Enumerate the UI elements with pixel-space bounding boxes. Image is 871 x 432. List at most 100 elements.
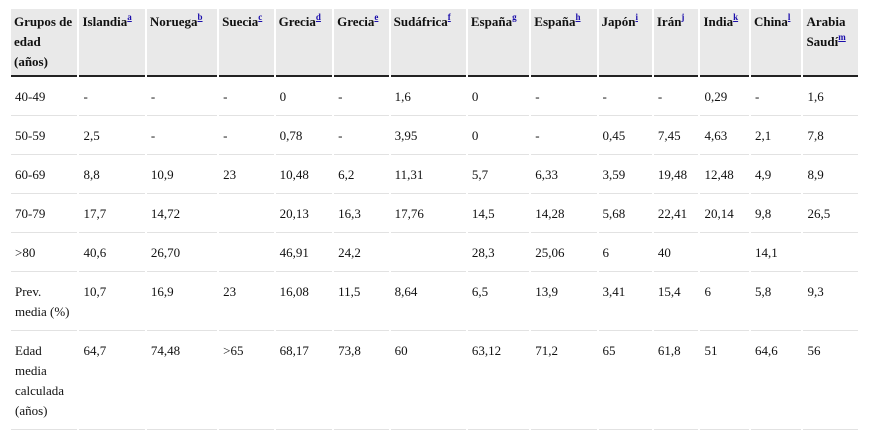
table-cell: 0,29 <box>700 79 749 116</box>
table-cell: 13,9 <box>531 274 597 331</box>
table-cell: 4,9 <box>750 157 802 194</box>
table-cell: 4,63 <box>700 118 749 155</box>
footnote-link-h[interactable]: h <box>575 12 581 22</box>
table-cell: 2,1 <box>750 118 802 155</box>
table-cell: 5,8 <box>750 274 802 331</box>
table-cell: 64,6 <box>750 333 802 430</box>
table-cell: 71,2 <box>531 333 597 430</box>
header-iceland: Islandiaa <box>79 9 145 77</box>
table-cell: 74,48 <box>146 333 218 430</box>
footnote-link-c[interactable]: c <box>258 12 263 22</box>
table-cell: 8,8 <box>79 157 145 194</box>
row-label: Prev. media (%) <box>11 274 78 331</box>
table-cell: - <box>79 79 145 116</box>
table-row: 40-49 - - - 0 - 1,6 0 - - - 0,29 - 1,6 <box>11 79 858 116</box>
table-cell: 60 <box>390 333 466 430</box>
table-cell: - <box>598 79 652 116</box>
header-saudi-arabia: Arabia Saudím <box>803 9 858 77</box>
header-iran: Iránj <box>653 9 699 77</box>
table-cell: 0 <box>467 118 530 155</box>
row-label: Edad media calculada (años) <box>11 333 78 430</box>
table-cell: 6,5 <box>467 274 530 331</box>
table-cell <box>219 196 274 233</box>
table-cell: 11,5 <box>334 274 389 331</box>
table-cell: 12,48 <box>700 157 749 194</box>
header-spain-g: Españag <box>467 9 530 77</box>
footnote-link-f[interactable]: f <box>447 12 451 22</box>
table-cell: - <box>531 118 597 155</box>
table-cell: 14,28 <box>531 196 597 233</box>
header-norway: Noruegab <box>146 9 218 77</box>
table-cell <box>700 235 749 272</box>
table-cell: - <box>219 79 274 116</box>
footnote-link-g[interactable]: g <box>512 12 517 22</box>
header-greece-e: Greciae <box>334 9 389 77</box>
table-cell: - <box>334 79 389 116</box>
row-label: 60-69 <box>11 157 78 194</box>
table-cell: >65 <box>219 333 274 430</box>
table-cell: 65 <box>598 333 652 430</box>
table-cell: 10,7 <box>79 274 145 331</box>
table-cell: 9,3 <box>803 274 858 331</box>
header-greece-d: Greciad <box>275 9 333 77</box>
prevalence-table: Grupos de edad (años) Islandiaa Noruegab… <box>9 7 860 432</box>
table-cell: 17,7 <box>79 196 145 233</box>
table-cell: 20,14 <box>700 196 749 233</box>
table-cell: - <box>531 79 597 116</box>
table-cell: 2,5 <box>79 118 145 155</box>
table-cell: 3,95 <box>390 118 466 155</box>
table-row: 50-59 2,5 - - 0,78 - 3,95 0 - 0,45 7,45 … <box>11 118 858 155</box>
table-cell: 51 <box>700 333 749 430</box>
footnote-link-l[interactable]: l <box>787 12 791 22</box>
row-label: >80 <box>11 235 78 272</box>
row-label: 40-49 <box>11 79 78 116</box>
header-age-group: Grupos de edad (años) <box>11 9 78 77</box>
table-cell: - <box>146 79 218 116</box>
table-cell: 1,6 <box>390 79 466 116</box>
table-cell: 40 <box>653 235 699 272</box>
table-cell: 23 <box>219 274 274 331</box>
table-cell: 16,3 <box>334 196 389 233</box>
table-cell: 23 <box>219 157 274 194</box>
footnote-link-i[interactable]: i <box>635 12 638 22</box>
table-row: 60-69 8,8 10,9 23 10,48 6,2 11,31 5,7 6,… <box>11 157 858 194</box>
table-cell: - <box>750 79 802 116</box>
table-cell: 24,2 <box>334 235 389 272</box>
table-cell: 10,9 <box>146 157 218 194</box>
footnote-link-e[interactable]: e <box>374 12 379 22</box>
table-cell: 25,06 <box>531 235 597 272</box>
table-cell: 5,7 <box>467 157 530 194</box>
row-label: 50-59 <box>11 118 78 155</box>
table-cell <box>219 235 274 272</box>
footnote-link-m[interactable]: m <box>838 32 846 42</box>
table-cell: 56 <box>803 333 858 430</box>
table-cell: 3,59 <box>598 157 652 194</box>
footnote-link-k[interactable]: k <box>733 12 739 22</box>
table-cell: 46,91 <box>275 235 333 272</box>
table-cell: 14,5 <box>467 196 530 233</box>
table-cell: 0 <box>467 79 530 116</box>
table-cell: 64,7 <box>79 333 145 430</box>
table-cell: 10,48 <box>275 157 333 194</box>
table-cell: 14,1 <box>750 235 802 272</box>
table-cell: 22,41 <box>653 196 699 233</box>
footnote-link-d[interactable]: d <box>315 12 321 22</box>
table-cell: 15,4 <box>653 274 699 331</box>
table-cell: - <box>146 118 218 155</box>
table-cell: 73,8 <box>334 333 389 430</box>
table-cell: 3,41 <box>598 274 652 331</box>
footnote-link-a[interactable]: a <box>127 12 132 22</box>
table-cell: 19,48 <box>653 157 699 194</box>
table-cell: 16,08 <box>275 274 333 331</box>
header-row: Grupos de edad (años) Islandiaa Noruegab… <box>11 9 858 77</box>
table-cell: 6,33 <box>531 157 597 194</box>
table-cell: 7,45 <box>653 118 699 155</box>
footnote-link-j[interactable]: j <box>681 12 685 22</box>
table-cell: 6,2 <box>334 157 389 194</box>
footnote-link-b[interactable]: b <box>197 12 203 22</box>
table-row: Edad media calculada (años) 64,7 74,48 >… <box>11 333 858 430</box>
table-cell: 0,45 <box>598 118 652 155</box>
table-cell: 40,6 <box>79 235 145 272</box>
table-cell: 5,68 <box>598 196 652 233</box>
table-cell: 7,8 <box>803 118 858 155</box>
